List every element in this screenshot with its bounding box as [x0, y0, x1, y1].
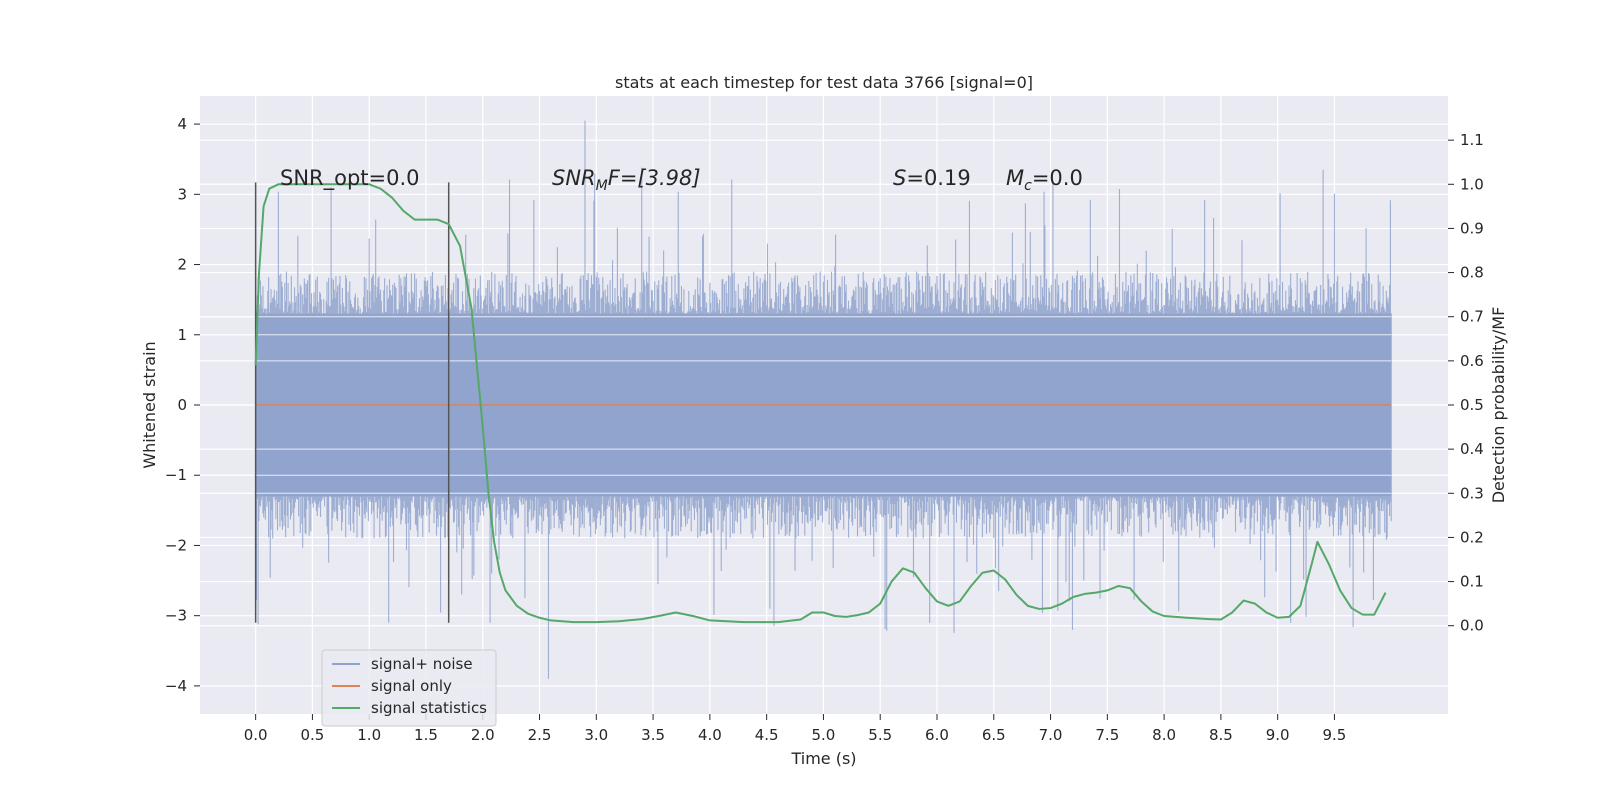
x-tick-label: 5.0 — [812, 726, 836, 744]
y-left-tick-label: −1 — [165, 466, 187, 484]
y-right-tick-label: 0.5 — [1460, 396, 1484, 414]
y-axis-right-label: Detection probability/MF — [1489, 307, 1508, 504]
y-axis-left-ticks: 4 3 2 1 0 −1 −2 −3 −4 — [165, 115, 200, 695]
y-right-tick-label: 0.6 — [1460, 352, 1484, 370]
x-tick-label: 9.5 — [1323, 726, 1347, 744]
annotation-snr-opt: SNR_opt=0.0 — [280, 166, 420, 191]
y-left-tick-label: −2 — [165, 536, 187, 554]
vertical-markers — [254, 182, 450, 623]
y-left-tick-label: 3 — [177, 185, 187, 203]
y-right-tick-label: 0.4 — [1460, 440, 1484, 458]
x-tick-label: 4.5 — [755, 726, 779, 744]
legend-label-signal-only: signal only — [371, 677, 452, 695]
y-left-tick-label: 2 — [177, 256, 187, 274]
x-tick-label: 3.0 — [584, 726, 608, 744]
x-tick-label: 5.5 — [868, 726, 892, 744]
x-tick-label: 2.0 — [471, 726, 495, 744]
x-tick-label: 7.0 — [1039, 726, 1063, 744]
y-left-tick-label: −4 — [165, 677, 187, 695]
y-right-tick-label: 0.8 — [1460, 264, 1484, 282]
x-tick-label: 7.5 — [1095, 726, 1119, 744]
x-tick-label: 3.5 — [641, 726, 665, 744]
annotation-s: S=0.19 — [893, 166, 971, 190]
x-tick-label: 8.0 — [1152, 726, 1176, 744]
y-right-tick-label: 0.2 — [1460, 528, 1484, 546]
y-right-tick-label: 0.0 — [1460, 617, 1484, 635]
y-left-tick-label: −3 — [165, 607, 187, 625]
x-tick-label: 9.0 — [1266, 726, 1290, 744]
x-tick-label: 0.5 — [300, 726, 324, 744]
y-left-tick-label: 1 — [177, 326, 187, 344]
legend-label-signal-noise: signal+ noise — [371, 655, 473, 673]
x-tick-label: 1.0 — [357, 726, 381, 744]
legend: signal+ noise signal only signal statist… — [321, 649, 497, 727]
y-right-tick-label: 1.0 — [1460, 175, 1484, 193]
x-axis-label: Time (s) — [790, 749, 856, 768]
annotation-mc: Mc=0.0 — [1006, 166, 1083, 194]
y-axis-left-label: Whitened strain — [140, 341, 159, 468]
y-right-tick-label: 0.3 — [1460, 484, 1484, 502]
signal-statistics-series — [254, 183, 1387, 624]
y-left-tick-label: 4 — [177, 115, 187, 133]
y-left-tick-label: 0 — [177, 396, 187, 414]
y-right-tick-label: 0.7 — [1460, 308, 1484, 326]
y-right-tick-label: 0.9 — [1460, 219, 1484, 237]
x-tick-label: 6.0 — [925, 726, 949, 744]
x-tick-label: 8.5 — [1209, 726, 1233, 744]
legend-label-signal-statistics: signal statistics — [371, 699, 487, 717]
x-axis-ticks: 0.0 0.5 1.0 1.5 2.0 2.5 3.0 3.5 4.0 4.5 5.0 5.5 6.0 6… — [244, 714, 1347, 744]
x-tick-label: 1.5 — [414, 726, 438, 744]
legend-box — [321, 649, 497, 727]
signal-statistics-line — [254, 183, 1387, 624]
y-axis-right-ticks: 1.1 1.0 0.9 0.8 0.7 0.6 0.5 0.4 0.3 0.2 0.1 0.0 — [1448, 131, 1484, 635]
x-tick-label: 2.5 — [528, 726, 552, 744]
annotation-snr-mf: SNRMF=[3.98] — [552, 166, 701, 194]
y-right-tick-label: 1.1 — [1460, 131, 1484, 149]
x-tick-label: 4.0 — [698, 726, 722, 744]
x-tick-label: 0.0 — [244, 726, 268, 744]
x-tick-label: 6.5 — [982, 726, 1006, 744]
chart-title: stats at each timestep for test data 376… — [615, 73, 1033, 92]
y-right-tick-label: 0.1 — [1460, 573, 1484, 591]
